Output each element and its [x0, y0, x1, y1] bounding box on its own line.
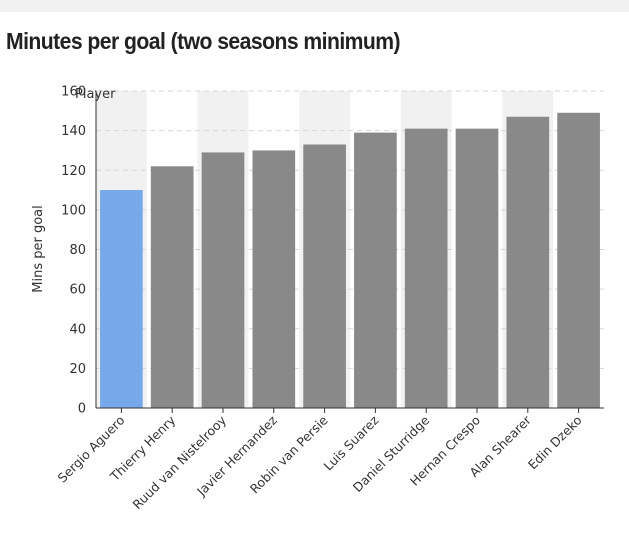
bar[interactable]: [252, 150, 296, 408]
y-tick-label: 80: [69, 243, 86, 258]
y-tick-label: 20: [69, 362, 86, 377]
y-tick-label: 0: [78, 402, 86, 417]
y-tick-label: 40: [69, 322, 86, 337]
y-tick-label: 60: [69, 283, 86, 298]
bar[interactable]: [455, 128, 499, 409]
bar[interactable]: [354, 132, 397, 408]
bar[interactable]: [303, 144, 346, 408]
x-tick-label: Edin Dzeko: [525, 413, 585, 473]
y-tick-label: 160: [61, 85, 86, 100]
top-bar: [0, 0, 629, 12]
y-axis-label: Mins per goal: [31, 205, 46, 292]
bar[interactable]: [404, 128, 448, 409]
bar[interactable]: [150, 166, 194, 408]
bar[interactable]: [100, 190, 143, 408]
x-tick-label: Ruud van Nistelrooy: [130, 412, 230, 512]
y-tick-label: 100: [61, 203, 86, 218]
bar[interactable]: [557, 112, 600, 408]
y-tick-label: 140: [61, 124, 86, 139]
bar[interactable]: [506, 116, 550, 408]
bar[interactable]: [201, 152, 245, 408]
chart-title: Minutes per goal (two seasons minimum): [6, 28, 401, 54]
legend-title: Player: [75, 87, 116, 102]
y-tick-label: 120: [61, 164, 86, 179]
